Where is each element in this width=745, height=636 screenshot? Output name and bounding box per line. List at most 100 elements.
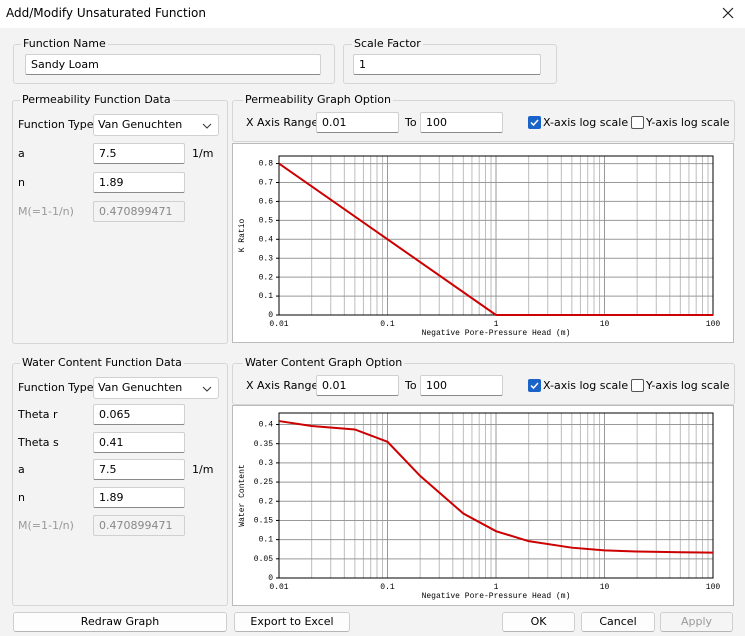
field-label: Function Type <box>18 381 94 394</box>
x-tick-label: 100 <box>706 583 721 592</box>
check-mark <box>530 382 539 390</box>
x-tick-label: 0.01 <box>269 320 288 329</box>
y-tick-label: 0.4 <box>259 235 274 244</box>
x-max-input[interactable]: 100 <box>420 375 503 396</box>
y-tick-label: 0.3 <box>259 459 274 468</box>
button: Apply <box>660 612 733 632</box>
scale-factor-input[interactable]: 1 <box>353 54 541 75</box>
checkbox-label: Y-axis log scale <box>646 379 730 392</box>
field-label: a <box>18 147 25 160</box>
field-input[interactable]: 0.065 <box>93 404 185 425</box>
checkbox[interactable] <box>528 379 541 392</box>
group-label: Permeability Function Data <box>20 93 173 107</box>
x-tick-label: 0.1 <box>380 583 395 592</box>
permeability-group <box>12 100 228 344</box>
x-tick-label: 1 <box>494 320 499 329</box>
series-line <box>278 420 714 554</box>
field-input[interactable]: 0.41 <box>93 432 185 453</box>
field-input: 0.470899471 <box>93 515 185 536</box>
y-tick-label: 0.2 <box>259 273 274 282</box>
button[interactable]: OK <box>502 612 575 632</box>
y-tick-label: 0.7 <box>259 179 274 188</box>
permeability-chart: 0.01 0.1 1 10 100 0 0.1 0.2 0.3 0.4 0.5 0.6 0.7 0.8 Ne… <box>232 143 734 343</box>
series-line <box>278 162 713 316</box>
plot-frame <box>278 412 714 579</box>
button[interactable]: Redraw Graph <box>13 612 227 632</box>
x-axis-label: Negative Pore-Pressure Head (m) <box>422 329 571 338</box>
range-label: X Axis Range <box>246 379 319 392</box>
y-tick-label: 0.1 <box>259 292 274 301</box>
x-tick-label: 10 <box>600 320 610 329</box>
water-content-graph-group <box>232 363 735 405</box>
function-name-group <box>13 44 335 84</box>
checkbox[interactable] <box>528 116 541 129</box>
group-label: Permeability Graph Option <box>243 93 393 107</box>
dropdown-arrow <box>202 386 212 392</box>
x-max-input[interactable]: 100 <box>420 112 503 133</box>
dialog-title: Add/Modify Unsaturated Function <box>6 6 207 20</box>
dropdown-arrow <box>202 123 212 129</box>
y-axis-label: Water Content <box>238 464 247 526</box>
group-label: Water Content Graph Option <box>243 356 405 370</box>
range-label: X Axis Range <box>246 116 319 129</box>
x-tick-label: 10 <box>600 583 610 592</box>
field-label: M(=1-1/n) <box>18 519 74 532</box>
checkbox-label: X-axis log scale <box>543 116 629 129</box>
y-tick-label: 0.8 <box>259 160 274 169</box>
permeability-graph-group <box>232 100 735 142</box>
field-label: a <box>18 463 25 476</box>
title-bar <box>0 0 745 28</box>
field-label: n <box>18 176 25 189</box>
x-tick-label: 1 <box>494 583 499 592</box>
field-input[interactable]: 7.5 <box>93 459 185 480</box>
field-label: Function Type <box>18 118 94 131</box>
close-button[interactable] <box>722 7 734 19</box>
y-tick-label: 0.4 <box>259 421 274 430</box>
scale-factor-group <box>343 44 557 84</box>
checkbox[interactable] <box>631 379 644 392</box>
x-tick-label: 0.01 <box>269 583 288 592</box>
checkbox-label: Y-axis log scale <box>646 116 730 129</box>
to-label: To <box>405 379 417 392</box>
button[interactable]: Cancel <box>581 612 655 632</box>
field-input[interactable]: 1.89 <box>93 487 185 508</box>
y-tick-label: 0.5 <box>259 216 274 225</box>
x-min-input[interactable]: 0.01 <box>316 375 399 396</box>
checkbox[interactable] <box>631 116 644 129</box>
function-name-input[interactable]: Sandy Loam <box>25 54 321 75</box>
y-tick-label: 0 <box>268 574 273 583</box>
check-mark <box>530 119 539 127</box>
y-tick-label: 0.35 <box>254 440 273 449</box>
function-type-combo[interactable]: Van Genuchten <box>93 114 219 136</box>
field-label: n <box>18 491 25 504</box>
button[interactable]: Export to Excel <box>234 612 350 632</box>
water-content-chart: 0.01 0.1 1 10 100 0 0.05 0.1 0.15 0.2 0.25 0.3 0.35 0… <box>232 405 734 606</box>
y-tick-label: 0.2 <box>259 497 274 506</box>
y-tick-label: 0.25 <box>254 478 273 487</box>
water-content-group <box>12 363 228 606</box>
y-tick-label: 0.15 <box>254 517 273 526</box>
y-tick-label: 0 <box>268 311 273 320</box>
x-min-input[interactable]: 0.01 <box>316 112 399 133</box>
field-label: M(=1-1/n) <box>18 205 74 218</box>
field-label: Theta r <box>18 408 58 421</box>
y-tick-label: 0.6 <box>259 198 274 207</box>
unit-label: 1/m <box>192 147 214 160</box>
y-axis-label: K Ratio <box>238 219 247 253</box>
y-tick-label: 0.1 <box>259 536 274 545</box>
function-type-combo[interactable]: Van Genuchten <box>93 377 219 399</box>
field-label: Theta s <box>18 436 59 449</box>
checkbox-label: X-axis log scale <box>543 379 629 392</box>
field-input[interactable]: 1.89 <box>93 172 185 193</box>
unit-label: 1/m <box>192 463 214 476</box>
y-tick-label: 0.05 <box>254 555 273 564</box>
group-label: Water Content Function Data <box>20 356 184 370</box>
field-input[interactable]: 7.5 <box>93 143 185 164</box>
x-tick-label: 0.1 <box>380 320 395 329</box>
x-tick-label: 100 <box>706 320 721 329</box>
to-label: To <box>405 116 417 129</box>
group-label: Scale Factor <box>352 37 423 51</box>
y-tick-label: 0.3 <box>259 254 274 263</box>
x-axis-label: Negative Pore-Pressure Head (m) <box>422 592 571 601</box>
